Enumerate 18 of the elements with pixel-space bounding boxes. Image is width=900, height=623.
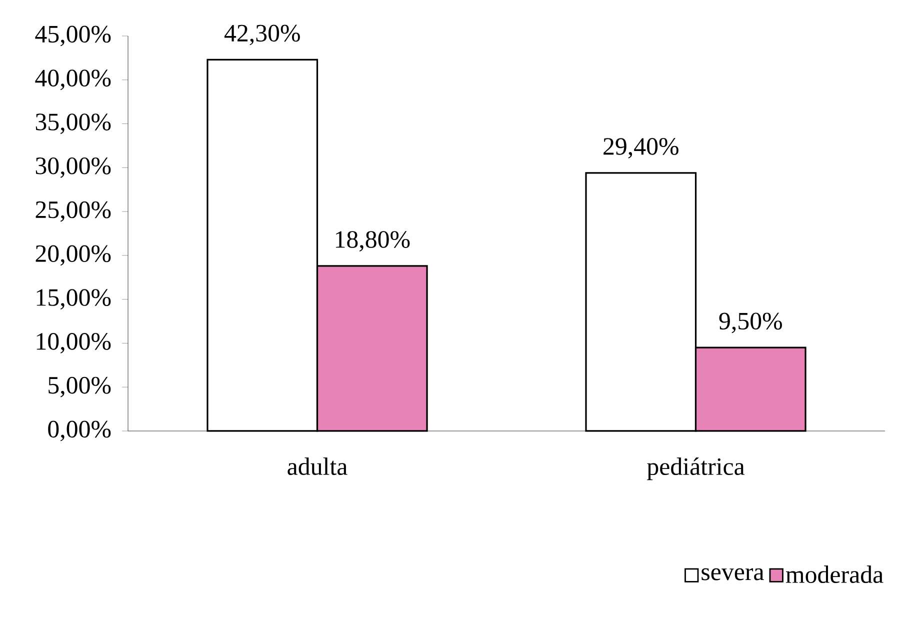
legend-label: severa	[702, 568, 764, 580]
y-tick-label: 15,00%	[36, 289, 111, 310]
data-label: 9,50%	[719, 312, 782, 334]
y-tick-label: 25,00%	[36, 201, 111, 222]
y-tick-label: 0,00%	[48, 420, 111, 442]
y-tick-label: 40,00%	[35, 70, 111, 90]
y-tick-label: 30,00%	[36, 157, 111, 178]
x-tick-label: adulta	[288, 457, 348, 476]
y-tick-label: 45,00%	[35, 26, 111, 46]
y-tick-label: 20,00%	[36, 245, 111, 266]
y-tick-label: 35,00%	[36, 114, 111, 134]
data-label: 29,40%	[604, 138, 678, 158]
x-tick-label: pediátrica	[647, 457, 745, 480]
data-label: 42,30%	[224, 24, 300, 46]
legend-label: moderada	[786, 566, 884, 584]
y-tick-label: 10,00%	[36, 333, 111, 354]
data-label: 18,80%	[336, 231, 410, 252]
y-tick-label: 5,00%	[48, 376, 111, 398]
